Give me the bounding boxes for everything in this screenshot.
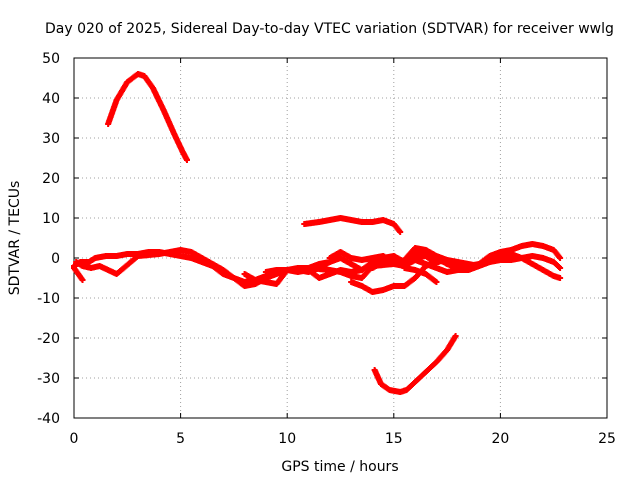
x-axis-label: GPS time / hours	[281, 459, 398, 475]
data-point	[79, 277, 86, 283]
data-point	[557, 255, 564, 261]
x-tick-label: 20	[491, 431, 509, 447]
y-axis-label: SDTVAR / TECUs	[7, 181, 23, 296]
y-tick-label: 10	[42, 211, 60, 227]
x-tick-label: 5	[176, 431, 185, 447]
x-tick-label: 10	[278, 431, 296, 447]
y-tick-label: -20	[37, 331, 60, 347]
y-tick-label: 40	[42, 91, 60, 107]
y-tick-label: 30	[42, 131, 60, 147]
plot-border	[73, 57, 608, 419]
x-tick-label: 25	[598, 431, 616, 447]
series-arc-high	[105, 71, 190, 163]
axis-ticks: 0 5 10 15 20 25 -40 -30 -20 -10 0 10 20 30 40 50	[37, 51, 616, 447]
series-arc-c	[71, 265, 86, 283]
chart-title: Day 020 of 2025, Sidereal Day-to-day VTE…	[45, 21, 614, 37]
grid-lines	[74, 58, 607, 418]
x-tick-label: 0	[70, 431, 79, 447]
series-arc-10	[301, 215, 404, 235]
x-tick-label: 15	[385, 431, 403, 447]
y-tick-label: -40	[37, 411, 60, 427]
series-arc-g	[401, 265, 440, 285]
y-tick-label: -30	[37, 371, 60, 387]
series-arc-i	[262, 267, 365, 281]
data-point	[452, 333, 459, 339]
data-point	[557, 265, 564, 271]
data-point	[183, 157, 190, 163]
y-tick-label: 50	[42, 51, 60, 67]
series-arc-f	[326, 249, 564, 281]
data-points	[71, 71, 564, 395]
data-point	[433, 279, 440, 285]
data-point	[397, 229, 404, 235]
data-point	[557, 275, 564, 281]
series-arc-low	[371, 333, 459, 395]
y-tick-label: -10	[37, 291, 60, 307]
y-tick-label: 20	[42, 171, 60, 187]
y-tick-label: 0	[51, 251, 60, 267]
data-point	[358, 267, 365, 273]
data-point	[326, 259, 333, 265]
